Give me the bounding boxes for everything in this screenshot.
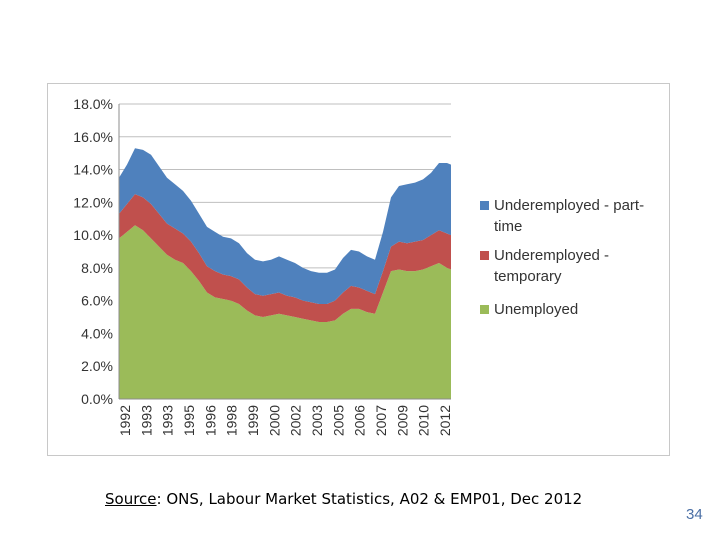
x-tick-label: 2012 [437,405,453,436]
x-tick-label: 1995 [181,405,197,436]
area-underemployed-temporary [119,194,451,322]
x-tick-label: 2007 [373,405,389,436]
legend-label: time [494,218,522,235]
x-tick-label: 1996 [202,405,218,436]
x-tick-label: 1993 [138,405,154,436]
chart-area: 0.0% 2.0% 4.0% 6.0% 8.0% 10.0% 12.0% 14.0% 16.0%… [47,83,670,456]
stacked-area-chart: 0.0% 2.0% 4.0% 6.0% 8.0% 10.0% 12.0% 14.0% 16.0%… [73,96,644,436]
x-tick-label: 1999 [245,405,261,436]
x-tick-label: 2002 [288,405,304,436]
x-tick-label: 2000 [266,405,282,436]
x-tick-label: 2005 [330,405,346,436]
y-tick-label: 8.0% [81,260,113,276]
source-label: Source [105,490,157,508]
x-tick-label: 1992 [117,405,133,436]
y-tick-label: 2.0% [81,358,113,374]
y-tick-label: 10.0% [73,227,113,243]
y-tick-label: 12.0% [73,194,113,210]
legend-swatch [480,201,489,210]
area-unemployed [119,225,451,399]
area-underemployed-part-time [119,148,451,304]
y-tick-label: 6.0% [81,293,113,309]
legend-swatch [480,305,489,314]
x-tick-label: 2006 [352,405,368,436]
y-tick-label: 18.0% [73,96,113,112]
page-number: 34 [686,506,703,523]
source-note: Source: ONS, Labour Market Statistics, A… [105,490,582,508]
x-tick-label: 2003 [309,405,325,436]
x-tick-label: 1998 [224,405,240,436]
y-tick-label: 14.0% [73,162,113,178]
y-tick-label: 4.0% [81,325,113,341]
legend-label: Unemployed [494,301,578,318]
legend-label: Underemployed - part- [494,197,644,214]
x-tick-label: 2009 [394,405,410,436]
legend-label: temporary [494,268,562,285]
x-tick-label: 2010 [416,405,432,436]
source-text: : ONS, Labour Market Statistics, A02 & E… [156,490,583,508]
legend-swatch [480,251,489,260]
y-tick-label: 16.0% [73,129,113,145]
x-tick-label: 1993 [160,405,176,436]
legend-label: Underemployed - [494,247,609,264]
y-tick-label: 0.0% [81,391,113,407]
